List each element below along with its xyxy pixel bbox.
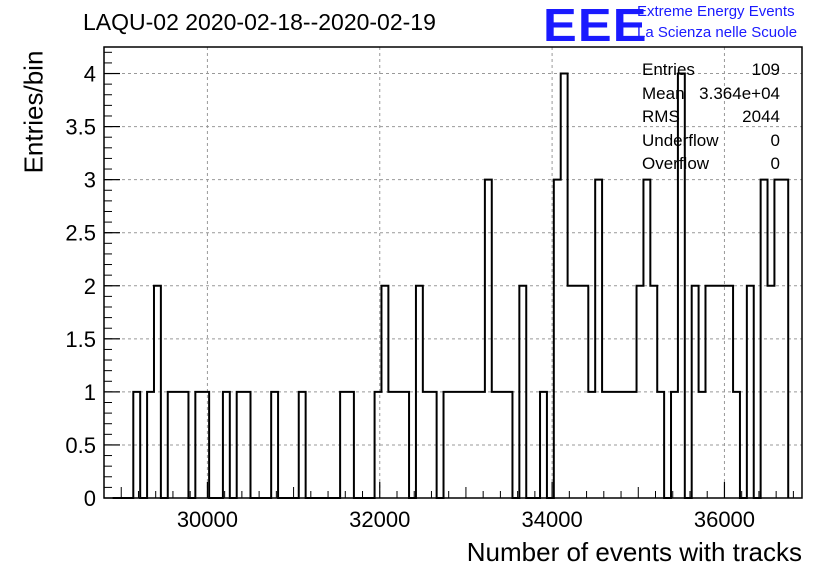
eee-logo: EEE bbox=[543, 0, 648, 51]
stat-row-mean: Mean 3.364e+04 bbox=[642, 84, 780, 108]
stat-row-overflow: Overflow 0 bbox=[642, 154, 780, 178]
chart-title: LAQU-02 2020-02-18--2020-02-19 bbox=[83, 9, 436, 35]
stat-name: Mean bbox=[642, 83, 685, 103]
y-tick-label: 1.5 bbox=[65, 327, 96, 352]
y-tick-label: 0 bbox=[84, 486, 96, 511]
y-tick-label: 3.5 bbox=[65, 115, 96, 140]
stat-row-rms: RMS 2044 bbox=[642, 107, 780, 131]
histogram-bars bbox=[112, 72, 790, 499]
stat-value: 0 bbox=[770, 130, 780, 150]
y-axis-ticks: 0 0.5 1 1.5 2 2.5 3 3.5 4 bbox=[65, 51, 120, 511]
x-axis-label: Number of events with tracks bbox=[466, 537, 802, 567]
stat-name: Overflow bbox=[642, 154, 710, 173]
brand-line-2: La Scienza nelle Scuole bbox=[637, 24, 798, 41]
stat-name: Entries bbox=[642, 60, 695, 79]
x-tick-label: 30000 bbox=[177, 507, 238, 532]
stat-name: RMS bbox=[642, 107, 680, 126]
plot-frame bbox=[103, 46, 803, 499]
stat-value: 2044 bbox=[742, 107, 780, 126]
x-tick-label: 36000 bbox=[694, 507, 755, 532]
brand-line-1: Extreme Energy Events bbox=[637, 3, 795, 20]
y-tick-label: 0.5 bbox=[65, 433, 96, 458]
y-axis-label: Entries/bin bbox=[18, 50, 49, 174]
y-tick-label: 4 bbox=[84, 62, 96, 87]
stats-box: Entries 109 Mean 3.364e+04 RMS 2044 Unde… bbox=[642, 60, 780, 178]
x-axis-ticks: 30000 32000 34000 36000 bbox=[120, 482, 794, 532]
y-tick-label: 3 bbox=[84, 168, 96, 193]
y-tick-label: 2 bbox=[84, 274, 96, 299]
stat-value: 0 bbox=[770, 154, 780, 173]
x-tick-label: 34000 bbox=[522, 507, 583, 532]
x-tick-label: 32000 bbox=[349, 507, 410, 532]
stat-row-entries: Entries 109 bbox=[642, 60, 780, 84]
y-tick-label: 1 bbox=[84, 380, 96, 405]
histogram-outline bbox=[112, 72, 790, 499]
stat-value: 3.364e+04 bbox=[699, 83, 780, 103]
stat-row-underflow: Underflow 0 bbox=[642, 131, 780, 155]
y-tick-label: 2.5 bbox=[65, 221, 96, 246]
stat-value: 109 bbox=[751, 60, 780, 79]
stat-name: Underflow bbox=[642, 130, 719, 150]
